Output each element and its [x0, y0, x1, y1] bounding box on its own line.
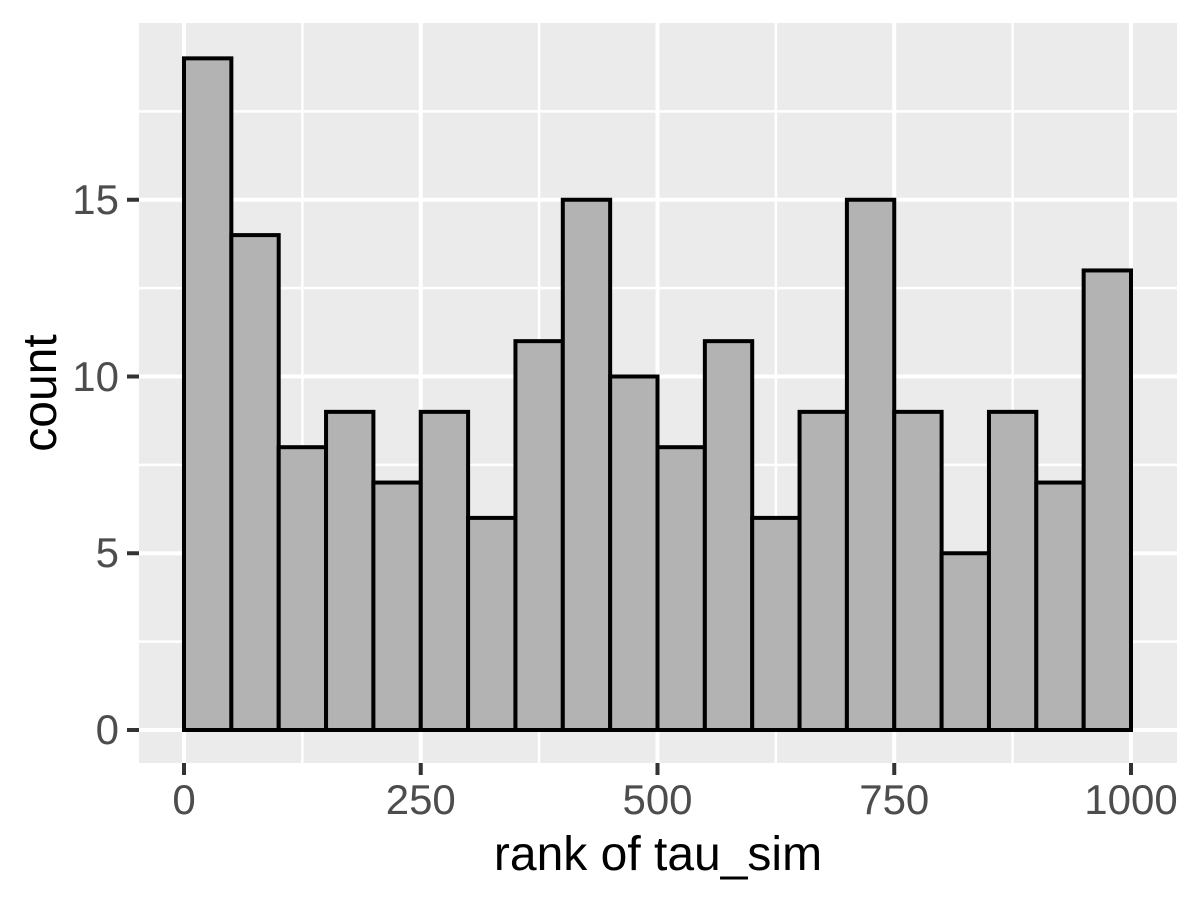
histogram-bar [371, 480, 423, 732]
y-tick-label-text: 10 [72, 352, 119, 400]
histogram-bar [655, 445, 707, 732]
x-tick-label-text: 250 [385, 776, 456, 823]
histogram-bar [1081, 268, 1134, 732]
histogram-bar [986, 409, 1039, 732]
histogram-bar [182, 56, 234, 733]
histogram-bar [229, 233, 281, 732]
x-axis-title-text: rank of tau_sim [493, 828, 823, 881]
histogram-bar [513, 339, 565, 732]
histogram-bar [702, 339, 755, 732]
y-tick-label-text: 5 [95, 529, 119, 577]
histogram-bar [418, 409, 471, 732]
x-tick-label-text: 0 [172, 776, 196, 823]
y-tick-label-text: 0 [95, 706, 119, 753]
histogram-bar [1034, 480, 1086, 732]
histogram-bar [892, 409, 944, 732]
histogram-bar [750, 515, 802, 733]
histogram-bar [939, 551, 991, 732]
histogram-bar [608, 374, 660, 732]
histogram-bar [844, 197, 897, 732]
x-tick-label-text: 1000 [1084, 776, 1178, 823]
y-tick-label-text: 15 [72, 175, 119, 223]
histogram-bar [797, 409, 849, 732]
x-tick-label-text: 500 [622, 776, 693, 823]
histogram-bar [466, 515, 518, 733]
x-tick-label-text: 750 [859, 776, 930, 823]
y-axis-title-text: count [14, 334, 67, 452]
histogram-bar [276, 445, 329, 732]
histogram-bar [324, 409, 376, 732]
histogram-bar [560, 197, 613, 732]
